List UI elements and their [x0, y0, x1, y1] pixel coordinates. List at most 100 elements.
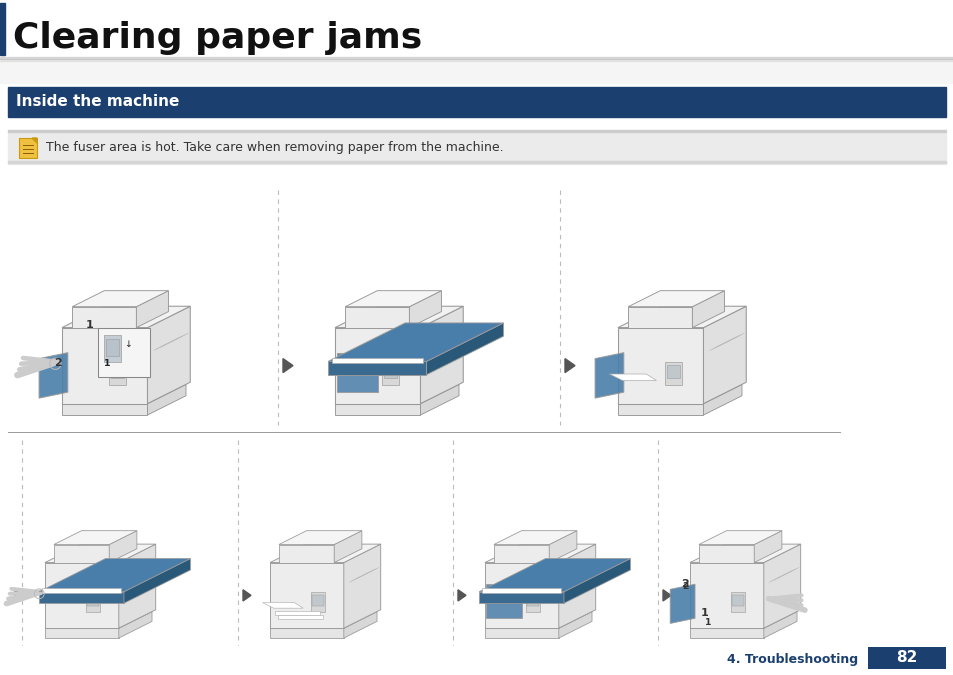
- Text: 2: 2: [54, 358, 62, 368]
- Polygon shape: [53, 531, 136, 545]
- Bar: [486, 584, 521, 618]
- Bar: [0, 59, 953, 61]
- Polygon shape: [62, 327, 148, 404]
- Polygon shape: [618, 327, 702, 404]
- Bar: [482, 589, 560, 593]
- Bar: [104, 335, 121, 362]
- Bar: [381, 362, 398, 385]
- Bar: [0, 63, 953, 83]
- Polygon shape: [689, 628, 763, 638]
- Polygon shape: [335, 404, 420, 415]
- Polygon shape: [689, 544, 800, 562]
- Polygon shape: [609, 374, 656, 381]
- Polygon shape: [62, 384, 186, 404]
- Polygon shape: [763, 544, 800, 628]
- Polygon shape: [692, 291, 723, 327]
- Polygon shape: [335, 327, 420, 404]
- Polygon shape: [494, 531, 577, 545]
- Polygon shape: [558, 612, 592, 638]
- Text: 1: 1: [104, 358, 110, 368]
- Text: 82: 82: [896, 651, 917, 666]
- Bar: [664, 362, 681, 385]
- Polygon shape: [270, 562, 343, 628]
- Bar: [336, 352, 377, 392]
- Bar: [312, 595, 323, 606]
- Polygon shape: [72, 291, 169, 306]
- Bar: [527, 595, 538, 606]
- Polygon shape: [763, 612, 796, 638]
- Polygon shape: [270, 612, 376, 628]
- Bar: [277, 615, 323, 620]
- Polygon shape: [702, 306, 745, 404]
- Polygon shape: [53, 545, 109, 562]
- Polygon shape: [62, 306, 190, 327]
- Text: 1: 1: [700, 608, 708, 618]
- Polygon shape: [484, 562, 558, 628]
- Polygon shape: [243, 590, 251, 601]
- Bar: [86, 592, 100, 612]
- Polygon shape: [343, 544, 380, 628]
- Bar: [98, 327, 150, 377]
- Polygon shape: [148, 384, 186, 415]
- Polygon shape: [662, 590, 670, 601]
- Bar: [867, 647, 945, 669]
- Bar: [274, 612, 320, 616]
- Polygon shape: [343, 612, 376, 638]
- Polygon shape: [628, 291, 723, 306]
- Polygon shape: [699, 531, 781, 545]
- Polygon shape: [39, 592, 124, 603]
- Polygon shape: [328, 323, 503, 361]
- Polygon shape: [334, 531, 361, 562]
- Polygon shape: [39, 558, 191, 592]
- Polygon shape: [278, 531, 361, 545]
- Text: 2: 2: [680, 580, 688, 589]
- Polygon shape: [689, 612, 796, 628]
- Bar: [332, 358, 422, 363]
- Polygon shape: [563, 558, 630, 603]
- Polygon shape: [283, 358, 293, 373]
- Bar: [730, 592, 744, 612]
- Text: Clearing paper jams: Clearing paper jams: [13, 21, 422, 55]
- Polygon shape: [45, 612, 152, 628]
- Polygon shape: [45, 544, 155, 562]
- Polygon shape: [270, 628, 343, 638]
- Bar: [666, 364, 679, 378]
- Polygon shape: [628, 306, 692, 327]
- Polygon shape: [558, 544, 595, 628]
- Polygon shape: [478, 558, 630, 592]
- Polygon shape: [702, 384, 741, 415]
- Bar: [383, 364, 396, 378]
- Polygon shape: [426, 323, 503, 375]
- Bar: [8, 132, 945, 164]
- Bar: [732, 595, 743, 606]
- Polygon shape: [484, 544, 595, 562]
- Polygon shape: [119, 544, 155, 628]
- Bar: [106, 339, 119, 356]
- Polygon shape: [618, 306, 745, 327]
- Bar: [87, 595, 98, 606]
- Polygon shape: [420, 306, 463, 404]
- Polygon shape: [45, 628, 119, 638]
- Polygon shape: [670, 584, 695, 624]
- Polygon shape: [409, 291, 441, 327]
- Polygon shape: [270, 544, 380, 562]
- Polygon shape: [39, 352, 68, 398]
- Polygon shape: [754, 531, 781, 562]
- Bar: [19, 138, 37, 158]
- Bar: [111, 364, 124, 378]
- Polygon shape: [618, 404, 702, 415]
- Polygon shape: [549, 531, 577, 562]
- Text: The fuser area is hot. Take care when removing paper from the machine.: The fuser area is hot. Take care when re…: [46, 142, 503, 155]
- Bar: [311, 592, 325, 612]
- Polygon shape: [72, 306, 136, 327]
- Polygon shape: [564, 358, 575, 373]
- Bar: [0, 61, 953, 63]
- Polygon shape: [32, 138, 37, 143]
- Text: ↓: ↓: [125, 340, 132, 348]
- Polygon shape: [478, 592, 563, 603]
- Polygon shape: [618, 384, 741, 404]
- Bar: [42, 589, 121, 593]
- Polygon shape: [335, 384, 458, 404]
- Polygon shape: [109, 531, 136, 562]
- Polygon shape: [62, 404, 148, 415]
